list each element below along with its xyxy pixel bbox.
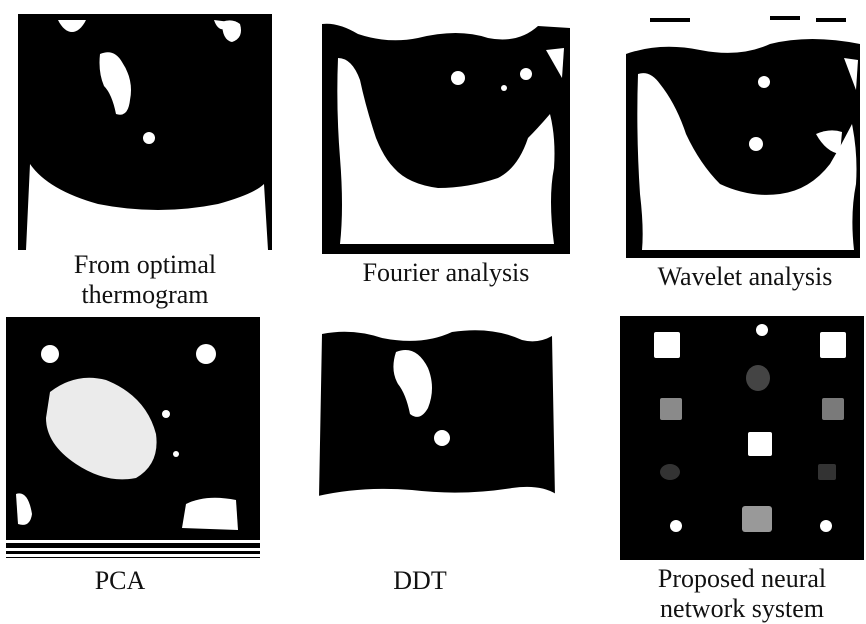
caption-ddt: DDT xyxy=(360,566,480,596)
caption-neural-network: Proposed neural network system xyxy=(622,564,862,624)
caption-wavelet-analysis: Wavelet analysis xyxy=(626,262,864,292)
panel-ddt xyxy=(312,318,568,562)
panel-optimal-thermogram xyxy=(18,14,272,250)
caption-line: PCA xyxy=(94,566,146,595)
caption-line: DDT xyxy=(393,566,447,595)
neural-network-image xyxy=(620,316,864,560)
panel-neural-network xyxy=(620,316,864,560)
panel-fourier-analysis xyxy=(318,18,574,254)
caption-line: Wavelet analysis xyxy=(657,262,833,291)
caption-pca: PCA xyxy=(60,566,180,596)
fourier-analysis-image xyxy=(318,18,574,254)
caption-line: network system xyxy=(660,594,824,623)
panel-pca xyxy=(6,314,260,558)
caption-fourier-analysis: Fourier analysis xyxy=(326,258,566,288)
panel-wavelet-analysis xyxy=(620,14,864,258)
optimal-thermogram-image xyxy=(18,14,272,250)
caption-line: Fourier analysis xyxy=(362,258,530,287)
caption-optimal-thermogram: From optimal thermogram xyxy=(30,250,260,310)
wavelet-analysis-image xyxy=(620,14,864,258)
pca-image xyxy=(6,314,260,558)
caption-line: Proposed neural xyxy=(657,564,827,593)
ddt-image xyxy=(312,318,568,562)
caption-line: thermogram xyxy=(81,280,209,309)
caption-line: From optimal xyxy=(73,250,217,279)
